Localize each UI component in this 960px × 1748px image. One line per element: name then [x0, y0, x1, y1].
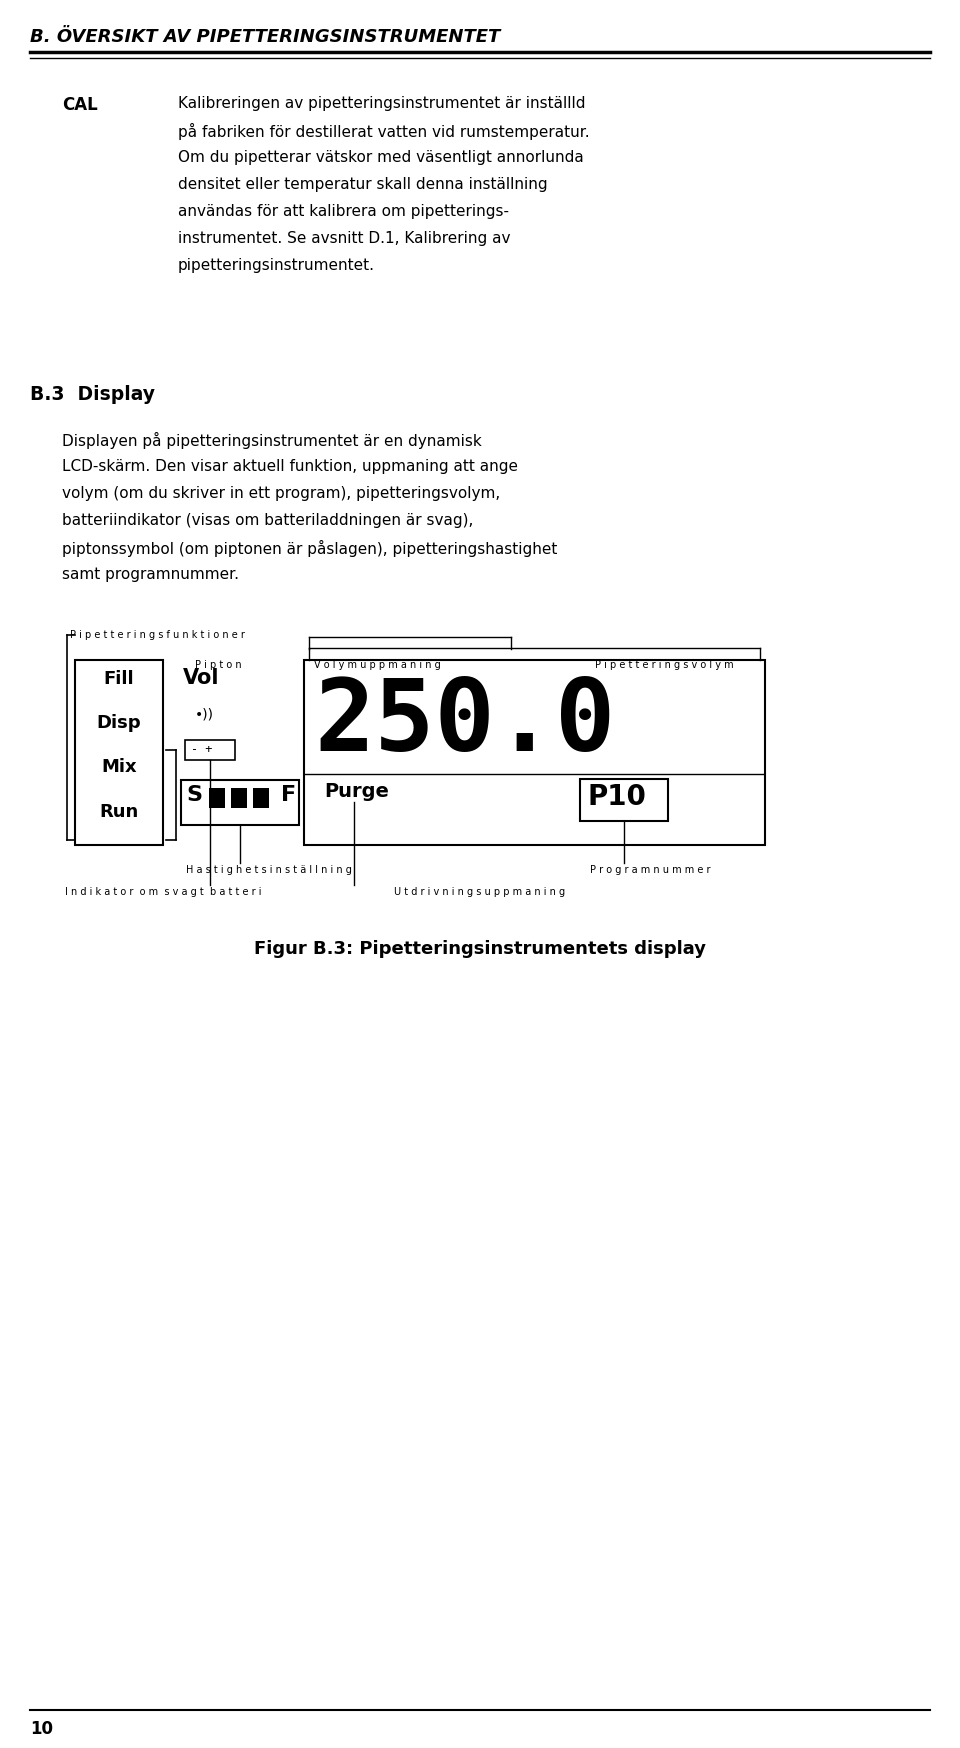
Text: pipetteringsinstrumentet.: pipetteringsinstrumentet.: [178, 259, 375, 273]
Text: instrumentet. Se avsnitt D.1, Kalibrering av: instrumentet. Se avsnitt D.1, Kalibrerin…: [178, 231, 511, 246]
Bar: [231, 788, 247, 808]
Text: Vol: Vol: [183, 668, 220, 689]
Text: Om du pipetterar vätskor med väsentligt annorlunda: Om du pipetterar vätskor med väsentligt …: [178, 150, 584, 164]
Text: LCD-skärm. Den visar aktuell funktion, uppmaning att ange: LCD-skärm. Den visar aktuell funktion, u…: [62, 460, 518, 474]
Text: batteriindikator (visas om batteriladdningen är svag),: batteriindikator (visas om batteriladdni…: [62, 512, 473, 528]
Text: •)): •)): [195, 708, 214, 722]
Text: Fill: Fill: [104, 669, 134, 689]
Text: CAL: CAL: [62, 96, 98, 114]
Text: samt programnummer.: samt programnummer.: [62, 566, 239, 582]
Text: 250.0: 250.0: [314, 675, 615, 773]
Text: 10: 10: [30, 1720, 53, 1738]
Bar: [253, 788, 269, 808]
Text: B. ÖVERSIKT AV PIPETTERINGSINSTRUMENTET: B. ÖVERSIKT AV PIPETTERINGSINSTRUMENTET: [30, 28, 500, 45]
Text: Figur B.3: Pipetteringsinstrumentets display: Figur B.3: Pipetteringsinstrumentets dis…: [254, 940, 706, 958]
Text: P i p e t t e r i n g s f u n k t i o n e r: P i p e t t e r i n g s f u n k t i o n …: [70, 629, 245, 640]
Text: Purge: Purge: [324, 781, 389, 801]
Text: Displayen på pipetteringsinstrumentet är en dynamisk: Displayen på pipetteringsinstrumentet är…: [62, 432, 482, 449]
Text: Mix: Mix: [101, 759, 137, 776]
Text: H a s t i g h e t s i n s t ä l l n i n g: H a s t i g h e t s i n s t ä l l n i n …: [186, 865, 352, 876]
Text: P r o g r a m n u m m e r: P r o g r a m n u m m e r: [590, 865, 710, 876]
Text: P i p e t t e r i n g s v o l y m: P i p e t t e r i n g s v o l y m: [595, 661, 733, 669]
Text: U t d r i v n i n g s u p p m a n i n g: U t d r i v n i n g s u p p m a n i n g: [394, 886, 565, 897]
Text: Disp: Disp: [97, 715, 141, 732]
Bar: [580, 780, 668, 822]
Text: P i p t o n: P i p t o n: [195, 661, 242, 669]
Text: användas för att kalibrera om pipetterings-: användas för att kalibrera om pipetterin…: [178, 205, 509, 218]
Text: P10: P10: [588, 783, 647, 811]
Text: I n d i k a t o r  o m  s v a g t  b a t t e r i: I n d i k a t o r o m s v a g t b a t t …: [65, 886, 261, 897]
Bar: [304, 661, 765, 844]
Text: piptonssymbol (om piptonen är påslagen), pipetteringshastighet: piptonssymbol (om piptonen är påslagen),…: [62, 540, 558, 558]
Text: F: F: [281, 785, 296, 806]
Text: S: S: [186, 785, 202, 806]
Text: Kalibreringen av pipetteringsinstrumentet är inställld: Kalibreringen av pipetteringsinstrumente…: [178, 96, 586, 112]
Text: densitet eller temperatur skall denna inställning: densitet eller temperatur skall denna in…: [178, 177, 547, 192]
Text: Run: Run: [100, 802, 138, 822]
Text: V o l y m u p p m a n i n g: V o l y m u p p m a n i n g: [314, 661, 441, 669]
Bar: [181, 780, 299, 825]
Bar: [75, 661, 163, 844]
Text: - +: - +: [191, 743, 212, 755]
Text: B.3  Display: B.3 Display: [30, 385, 155, 404]
Text: på fabriken för destillerat vatten vid rumstemperatur.: på fabriken för destillerat vatten vid r…: [178, 122, 589, 140]
Text: volym (om du skriver in ett program), pipetteringsvolym,: volym (om du skriver in ett program), pi…: [62, 486, 500, 502]
Bar: [185, 739, 235, 760]
Bar: [209, 788, 225, 808]
